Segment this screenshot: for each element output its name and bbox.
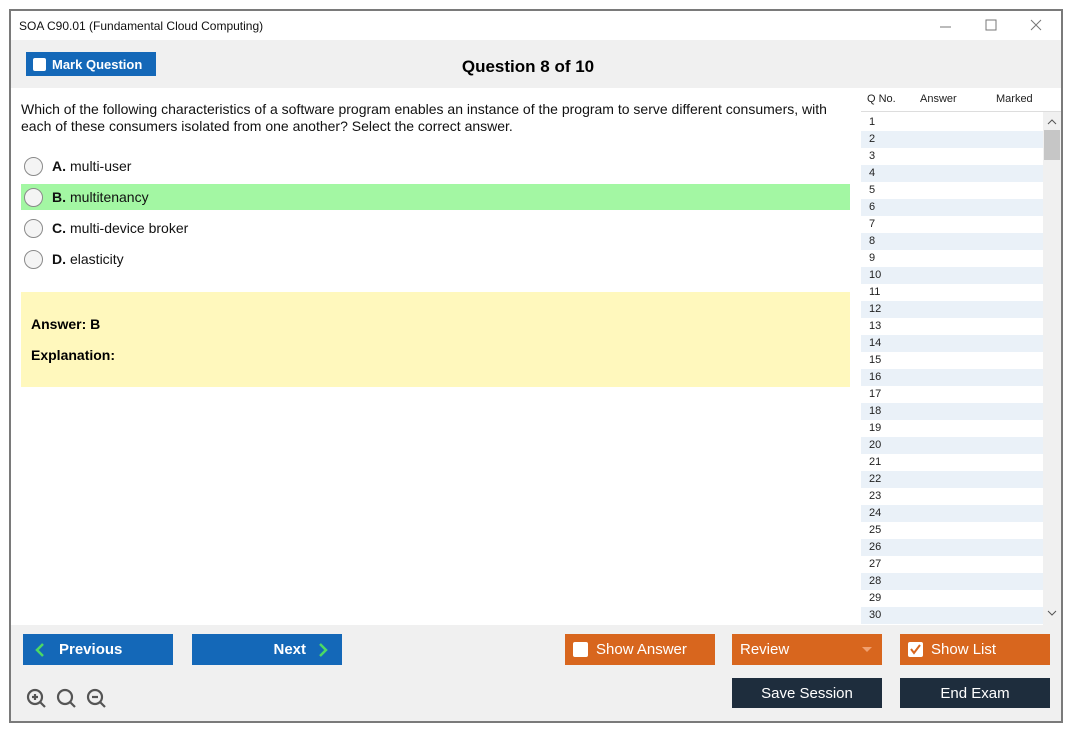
list-row: 11 — [861, 284, 1043, 301]
list-header: Q No. Answer Marked — [861, 88, 1061, 112]
radio — [24, 187, 43, 207]
option[interactable]: B. multitenancy — [21, 184, 850, 210]
answer-box: Answer: B Explanation: — [21, 292, 850, 387]
option-letter: B. — [52, 189, 66, 205]
answer-text: Answer: B — [31, 316, 101, 332]
option-text: multitenancy — [70, 189, 149, 205]
option-text: multi-device broker — [70, 220, 189, 236]
question-list: Q No. Answer Marked 1 2 3 4 5 6 7 8 9 10 11 12 13 14 15 1… — [861, 88, 1061, 625]
option-letter: A. — [52, 158, 66, 174]
list-row: 30 — [861, 607, 1043, 624]
list-row: 14 — [861, 335, 1043, 352]
list-row: 9 — [861, 250, 1043, 267]
list-row: 19 — [861, 420, 1043, 437]
list-row: 6 — [861, 199, 1043, 216]
list-row: 27 — [861, 556, 1043, 573]
review-button[interactable]: Review — [732, 634, 882, 665]
explanation-label: Explanation: — [31, 347, 116, 363]
question-text: Which of the following characteristics o… — [21, 101, 827, 134]
option[interactable]: D. elasticity — [21, 246, 850, 272]
list-header-cell: Q No. — [867, 93, 896, 105]
option[interactable]: A. multi-user — [21, 153, 850, 179]
list-row: 21 — [861, 454, 1043, 471]
window-title: SOA C90.01 (Fundamental Cloud Computing) — [19, 19, 264, 33]
list-header-cell: Answer — [920, 93, 957, 105]
option-text: elasticity — [70, 251, 124, 267]
list-row: 17 — [861, 386, 1043, 403]
radio — [24, 218, 43, 238]
previous-button[interactable]: Previous — [23, 634, 173, 665]
list-header-cell: Marked — [996, 93, 1033, 105]
list-row: 2 — [861, 131, 1043, 148]
save-session-label: Save Session — [761, 684, 853, 702]
list-row: 16 — [861, 369, 1043, 386]
option-letter: D. — [52, 251, 66, 267]
save-session-button[interactable]: Save Session — [732, 678, 882, 708]
option[interactable]: C. multi-device broker — [21, 215, 850, 241]
next-label: Next — [273, 641, 306, 658]
list-row: 13 — [861, 318, 1043, 335]
window-controls — [940, 19, 1042, 31]
show-list-button[interactable]: Show List — [900, 634, 1050, 665]
show-answer-button[interactable]: Show Answer — [565, 634, 715, 665]
list-row: 7 — [861, 216, 1043, 233]
list-row: 26 — [861, 539, 1043, 556]
list-row: 18 — [861, 403, 1043, 420]
list-row: 23 — [861, 488, 1043, 505]
end-exam-button[interactable]: End Exam — [900, 678, 1050, 708]
list-row: 22 — [861, 471, 1043, 488]
list-row: 1 — [861, 114, 1043, 131]
end-exam-label: End Exam — [940, 684, 1010, 702]
mark-question-button[interactable]: Mark Question — [26, 52, 156, 76]
zoom-controls[interactable] — [25, 687, 115, 711]
list-row: 4 — [861, 165, 1043, 182]
list-row: 25 — [861, 522, 1043, 539]
mark-question-label: Mark Question — [52, 56, 143, 72]
list-row: 20 — [861, 437, 1043, 454]
list-row: 15 — [861, 352, 1043, 369]
previous-label: Previous — [59, 641, 123, 658]
list-row: 10 — [861, 267, 1043, 284]
radio — [24, 156, 43, 176]
toolbar — [11, 40, 1061, 88]
review-label: Review — [740, 641, 790, 658]
list-row: 5 — [861, 182, 1043, 199]
footer — [11, 625, 1061, 721]
option-letter: C. — [52, 220, 66, 236]
list-row: 24 — [861, 505, 1043, 522]
list-row: 12 — [861, 301, 1043, 318]
question-counter: Question 8 of 10 — [461, 57, 595, 76]
list-row: 3 — [861, 148, 1043, 165]
list-row: 29 — [861, 590, 1043, 607]
list-row: 28 — [861, 573, 1043, 590]
show-list-label: Show List — [931, 641, 997, 658]
scrollbar[interactable] — [1043, 112, 1061, 625]
next-button[interactable]: Next — [192, 634, 342, 665]
radio — [24, 249, 43, 269]
list-row: 8 — [861, 233, 1043, 250]
option-text: multi-user — [70, 158, 132, 174]
show-answer-label: Show Answer — [596, 641, 687, 658]
